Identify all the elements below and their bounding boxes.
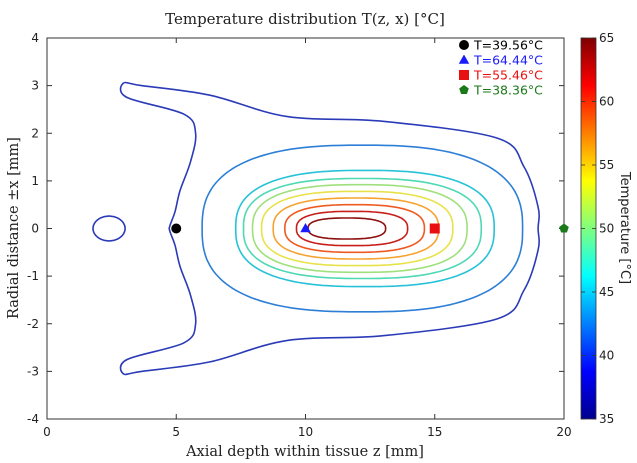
contour-line xyxy=(242,177,483,280)
contour-line xyxy=(283,203,426,254)
y-axis-ticks: 4 3 2 1 0 -1 -2 -3 -4 xyxy=(27,31,564,426)
legend: T=39.56°CT=64.44°CT=55.46°CT=38.36°C xyxy=(458,38,543,98)
legend-entry-label: T=38.36°C xyxy=(473,83,543,98)
colorbar-tick-label: 35 xyxy=(599,412,614,426)
square-marker xyxy=(429,223,440,234)
contour-line xyxy=(260,190,454,267)
contour-line xyxy=(272,197,440,260)
x-axis-label: Axial depth within tissue z [mm] xyxy=(185,444,424,460)
contour-lines xyxy=(92,81,540,376)
legend-entry-label: T=39.56°C xyxy=(473,38,543,53)
x-tick-label: 10 xyxy=(298,425,313,439)
x-axis-ticks: 0 5 10 15 20 xyxy=(43,38,572,439)
x-tick-label: 20 xyxy=(556,425,571,439)
colorbar-tick-label: 45 xyxy=(599,285,614,299)
legend-triangle-icon xyxy=(458,54,470,64)
contour-line xyxy=(234,169,496,288)
legend-circle-icon xyxy=(459,40,469,50)
colorbar-tick-label: 55 xyxy=(599,158,614,172)
contour-line xyxy=(295,210,409,247)
colorbar-tick-label: 65 xyxy=(599,31,614,45)
y-tick-label: 4 xyxy=(31,31,39,45)
x-tick-label: 15 xyxy=(427,425,442,439)
y-tick-label: 2 xyxy=(31,126,39,140)
y-tick-label: -2 xyxy=(27,317,39,331)
legend-square-icon xyxy=(459,70,469,80)
colorbar-label: Temperature [°C] xyxy=(617,171,632,284)
y-tick-label: 1 xyxy=(31,174,39,188)
contour-line xyxy=(119,81,540,376)
legend-pentagon-icon xyxy=(459,85,469,94)
sample-point-markers xyxy=(171,223,569,234)
contour-line xyxy=(251,183,468,274)
x-tick-label: 0 xyxy=(43,425,51,439)
colorbar-ticks: 65 60 55 50 45 40 35 xyxy=(581,31,614,426)
chart-title: Temperature distribution T(z, x) [°C] xyxy=(165,10,445,28)
triangle-marker xyxy=(300,223,311,233)
contour-line xyxy=(201,144,524,313)
y-tick-label: -3 xyxy=(27,364,39,378)
legend-entry-label: T=64.44°C xyxy=(473,53,543,68)
contour-line xyxy=(92,215,126,242)
pentagon-marker xyxy=(559,223,569,233)
circle-marker xyxy=(171,223,182,234)
colorbar-tick-label: 40 xyxy=(599,349,614,363)
y-tick-label: -4 xyxy=(27,412,39,426)
colorbar-tick-label: 60 xyxy=(599,95,614,109)
x-tick-label: 5 xyxy=(172,425,180,439)
y-tick-label: 0 xyxy=(31,222,39,236)
y-tick-label: 3 xyxy=(31,79,39,93)
y-tick-label: -1 xyxy=(27,269,39,283)
y-axis-label: Radial distance ±x [mm] xyxy=(6,137,22,319)
colorbar-tick-label: 50 xyxy=(599,222,614,236)
legend-entry-label: T=55.46°C xyxy=(473,68,543,83)
